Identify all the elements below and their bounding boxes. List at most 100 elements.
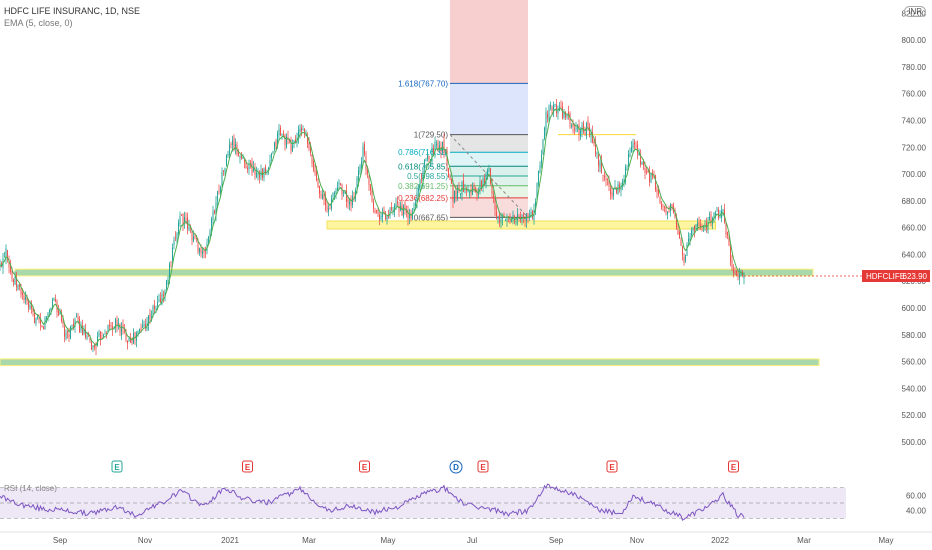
candle [177, 222, 180, 234]
candle [635, 145, 637, 147]
candle [27, 300, 30, 308]
earnings-marker[interactable] [606, 460, 618, 473]
candle [731, 260, 733, 269]
candle [482, 178, 484, 188]
candle [645, 171, 648, 173]
candle [240, 154, 243, 159]
candle [534, 202, 537, 211]
candle [342, 191, 345, 193]
candle [396, 201, 399, 204]
candle [231, 140, 234, 146]
candle [542, 139, 544, 154]
candle [351, 195, 354, 205]
earnings-marker[interactable] [111, 460, 123, 473]
candle [362, 145, 364, 161]
candle [347, 199, 349, 203]
candle [428, 155, 430, 160]
candle [453, 190, 456, 203]
candle [243, 159, 246, 163]
event-letter: E [609, 463, 615, 472]
candle [323, 193, 325, 200]
candle [78, 318, 81, 333]
candle [483, 178, 486, 184]
candle [627, 154, 630, 168]
dividend-marker[interactable] [449, 460, 463, 474]
candle [74, 318, 76, 327]
candle [510, 220, 513, 223]
candle [422, 170, 424, 182]
event-letter: E [245, 463, 251, 472]
candle [15, 277, 18, 288]
candle [500, 218, 502, 224]
fib-band [450, 134, 528, 153]
candle [717, 209, 720, 218]
candle [267, 167, 270, 169]
candle [41, 325, 43, 328]
x-tick-label: Sep [53, 536, 68, 545]
candle [591, 132, 594, 143]
candle [420, 178, 423, 180]
candle [488, 168, 490, 172]
candle [17, 285, 19, 290]
candle [719, 216, 721, 218]
candle [119, 324, 121, 333]
candle [411, 212, 414, 220]
currency-badge[interactable]: INR [904, 6, 926, 17]
candle [89, 338, 91, 341]
candle [116, 320, 118, 327]
candle [348, 202, 351, 205]
y-tick-label: 500.00 [902, 438, 927, 447]
candle [180, 214, 183, 216]
rsi-tick-label: 60.00 [906, 491, 927, 500]
ema-line [0, 107, 745, 347]
earnings-marker[interactable] [477, 460, 489, 473]
candle [104, 333, 106, 335]
candle [210, 218, 213, 232]
candle [477, 192, 480, 194]
earnings-marker[interactable] [242, 460, 253, 473]
candle [551, 107, 553, 111]
candle [695, 224, 697, 230]
candle [30, 303, 33, 309]
candle [468, 191, 471, 193]
candle [659, 197, 661, 204]
candle [632, 143, 634, 148]
candle [270, 153, 273, 158]
candle [737, 275, 739, 278]
earnings-marker[interactable] [359, 460, 370, 473]
price-tag[interactable] [862, 270, 930, 283]
candle [740, 273, 742, 277]
candle [479, 181, 481, 191]
candle [606, 178, 609, 180]
candle [128, 338, 130, 342]
candle [36, 316, 39, 318]
candle [302, 129, 304, 131]
candle [690, 230, 693, 236]
earnings-marker[interactable] [728, 460, 739, 473]
candle [600, 160, 603, 173]
candle [69, 326, 72, 339]
candle [743, 276, 745, 279]
candle [185, 219, 187, 221]
y-tick-label: 720.00 [902, 143, 927, 152]
candle [357, 170, 360, 181]
candle [552, 104, 555, 111]
rsi-legend: RSI (14, close) [4, 484, 57, 493]
candle [209, 231, 211, 236]
candle [585, 122, 588, 137]
candle [216, 191, 219, 201]
candle [503, 216, 505, 218]
candle [24, 296, 27, 301]
candle [174, 237, 177, 239]
candle [693, 226, 696, 232]
fib-band [450, 152, 528, 167]
candle [282, 133, 285, 135]
x-tick-label: Nov [630, 536, 644, 545]
candle [276, 133, 279, 148]
candle [458, 186, 460, 191]
fib-trend-line [449, 134, 529, 218]
candle [522, 214, 525, 217]
candle [642, 161, 645, 166]
candle [273, 142, 276, 150]
